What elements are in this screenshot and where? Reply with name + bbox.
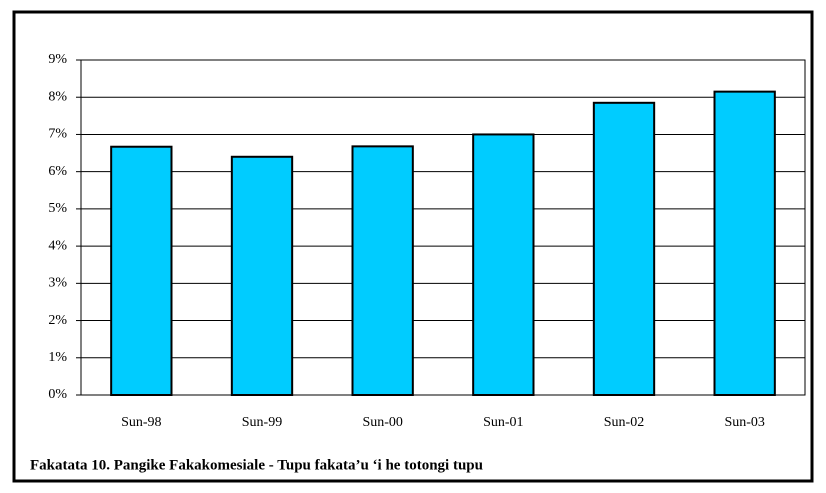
y-tick-label: 1% — [48, 350, 67, 365]
y-tick-label: 0% — [48, 387, 67, 402]
y-tick-label: 4% — [48, 238, 67, 253]
bar — [472, 133, 535, 396]
bar — [351, 145, 414, 396]
x-tick-label: Sun-03 — [724, 415, 764, 430]
y-tick-label: 5% — [48, 201, 67, 216]
x-tick-label: Sun-02 — [604, 415, 644, 430]
bar — [230, 155, 294, 396]
chart-caption: Fakatata 10. Pangike Fakakomesiale - Tup… — [30, 457, 483, 473]
y-tick-label: 6% — [48, 164, 67, 179]
y-tick-label: 8% — [48, 89, 67, 104]
y-tick-label: 2% — [48, 313, 67, 328]
x-tick-label: Sun-99 — [242, 415, 282, 430]
y-tick-label: 7% — [48, 127, 67, 142]
y-tick-label: 9% — [48, 52, 67, 67]
y-tick-label: 3% — [48, 276, 67, 291]
bar — [110, 145, 173, 396]
x-tick-label: Sun-01 — [483, 415, 523, 430]
bar — [713, 90, 776, 396]
bar — [592, 101, 656, 397]
x-tick-label: Sun-00 — [362, 415, 402, 430]
x-tick-label: Sun-98 — [121, 415, 161, 430]
